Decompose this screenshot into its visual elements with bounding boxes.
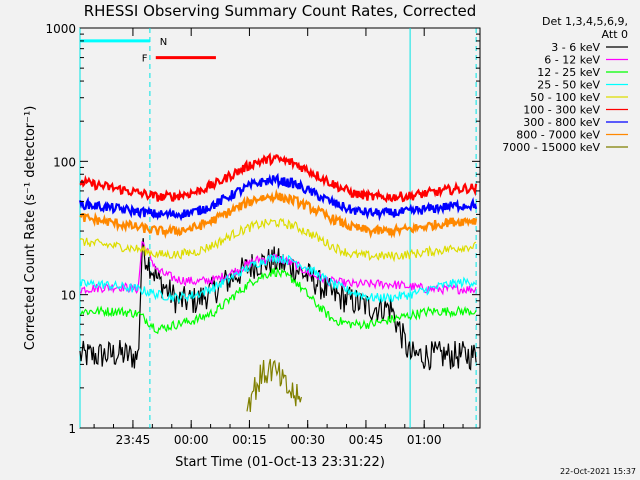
y-tick-label: 10 <box>61 289 76 303</box>
series-line-800-7000-kev <box>79 188 478 240</box>
night-annotation-label: N <box>160 37 167 48</box>
x-tick-label: 00:15 <box>232 433 267 447</box>
legend-label-6-12-kev: 6 - 12 keV <box>544 54 600 67</box>
y-tick-label: 1 <box>68 422 76 436</box>
legend-header-line-1: Det 1,3,4,5,6,9, <box>542 15 628 28</box>
y-tick-label: 100 <box>53 155 76 169</box>
legend-label-12-25-kev: 12 - 25 keV <box>537 66 600 79</box>
x-tick-label: 01:00 <box>407 433 442 447</box>
legend-label-7000-15000-kev: 7000 - 15000 keV <box>502 141 600 154</box>
legend-label-50-100-kev: 50 - 100 keV <box>530 91 600 104</box>
x-axis-ticks: 23:45 00:00 00:15 00:30 00:45 01:00 <box>93 28 464 447</box>
x-tick-label: 00:30 <box>290 433 325 447</box>
y-axis-label: Corrected Count Rate (s⁻¹ detector⁻¹) <box>23 106 38 351</box>
plot-area: F N 23:45 00:00 00:15 00:30 00:45 01:00 10001… <box>45 22 481 447</box>
x-tick-label: 23:45 <box>116 433 151 447</box>
series-line-3-6-kev <box>79 238 477 371</box>
flare-annotation-label: F <box>142 54 148 65</box>
footer-date: 22-Oct-2021 15:37 <box>560 467 636 476</box>
x-tick-label: 00:45 <box>349 433 384 447</box>
legend-header-line-2: Att 0 <box>602 28 628 41</box>
x-axis-label: Start Time (01-Oct-13 23:31:22) <box>175 455 385 470</box>
series-layer <box>78 152 478 413</box>
legend-label-3-6-kev: 3 - 6 keV <box>551 41 600 54</box>
legend-label-800-7000-kev: 800 - 7000 keV <box>516 129 600 142</box>
y-tick-label: 1000 <box>45 22 76 36</box>
annotation-layer: F N <box>142 37 167 65</box>
legend-label-100-300-kev: 100 - 300 keV <box>523 104 600 117</box>
legend-label-25-50-kev: 25 - 50 keV <box>537 79 600 92</box>
series-line-7000-15000-kev <box>246 358 302 413</box>
y-axis-ticks: 1000 100 10 1 <box>45 22 480 436</box>
chart-title: RHESSI Observing Summary Count Rates, Co… <box>84 2 477 20</box>
series-line-12-25-kev <box>79 266 477 335</box>
series-line-100-300-kev <box>79 152 478 204</box>
x-tick-label: 00:00 <box>174 433 209 447</box>
legend-label-300-800-kev: 300 - 800 keV <box>523 116 600 129</box>
series-line-300-800-kev <box>78 172 478 222</box>
series-line-25-50-kev <box>79 253 477 304</box>
series-line-50-100-kev <box>79 217 477 263</box>
